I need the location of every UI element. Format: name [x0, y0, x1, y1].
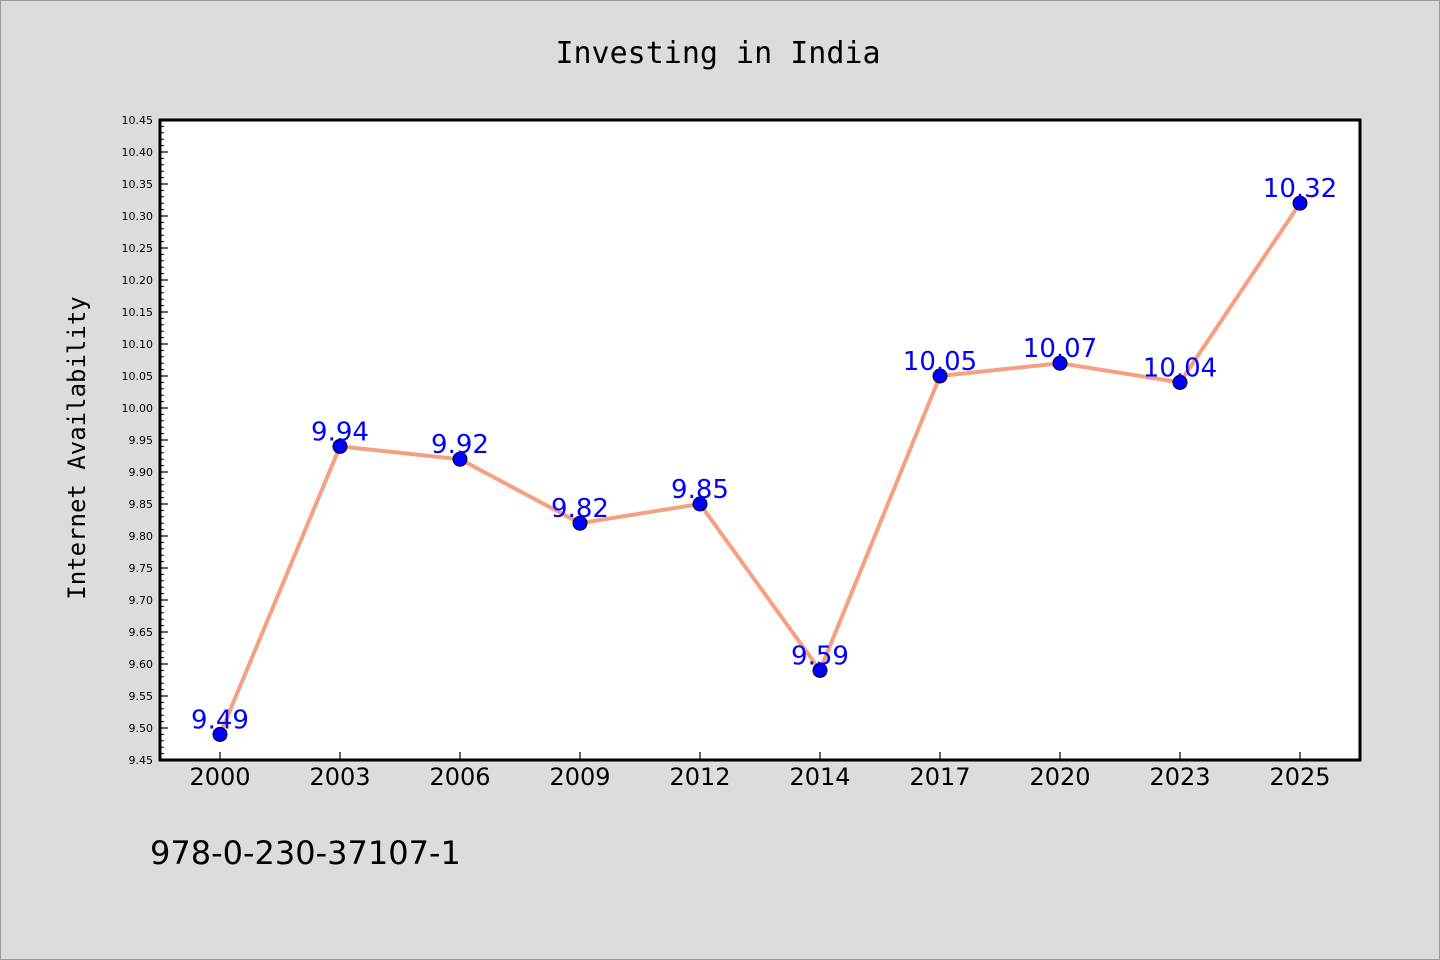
data-label: 9.49 [191, 705, 249, 735]
data-labels: 9.49 9.94 9.92 9.82 9.85 9.59 10.05 10.07 10.04 1… [191, 174, 1337, 735]
y-tick-label: 10.10 [122, 338, 154, 351]
data-point [332, 438, 348, 454]
data-point [1172, 374, 1188, 390]
data-label: 9.82 [551, 494, 609, 524]
data-label: 9.85 [671, 475, 729, 505]
x-tick-label: 2003 [309, 763, 370, 791]
y-tick-label: 9.45 [129, 754, 154, 767]
y-tick-label: 10.00 [122, 402, 154, 415]
data-point [1292, 195, 1308, 211]
data-point [212, 726, 228, 742]
x-tick-label: 2009 [549, 763, 610, 791]
plot-frame [158, 118, 1362, 762]
x-tick-label: 2017 [909, 763, 970, 791]
data-label: 10.32 [1263, 174, 1337, 204]
y-tick-label: 10.40 [122, 146, 154, 159]
y-tick-label: 9.75 [129, 562, 154, 575]
x-tick-label: 2025 [1269, 763, 1330, 791]
data-label: 10.07 [1023, 334, 1097, 364]
y-tick-label: 10.25 [122, 242, 154, 255]
x-tick-label: 2020 [1029, 763, 1090, 791]
y-tick-label: 9.50 [129, 722, 154, 735]
data-point [452, 451, 468, 467]
y-tick-label: 9.65 [129, 626, 154, 639]
y-tick-label: 9.95 [129, 434, 154, 447]
x-axis-ticks: 2000 2003 2006 2009 2012 2014 2017 2020 2023 2025 [189, 752, 1331, 791]
y-tick-label: 9.60 [129, 658, 154, 671]
y-tick-label: 10.15 [122, 306, 154, 319]
data-label: 9.59 [791, 641, 849, 671]
chart-title: Investing in India [555, 36, 880, 71]
data-point [692, 496, 708, 512]
data-series [212, 195, 1308, 742]
y-tick-label: 10.20 [122, 274, 154, 287]
y-tick-label: 9.55 [129, 690, 154, 703]
isbn-annotation: 978-0-230-37107-1 [150, 834, 461, 872]
x-tick-label: 2014 [789, 763, 850, 791]
data-label: 9.92 [431, 430, 489, 460]
y-tick-label: 10.35 [122, 178, 154, 191]
x-tick-label: 2012 [669, 763, 730, 791]
x-tick-label: 2006 [429, 763, 490, 791]
y-tick-label: 10.45 [122, 114, 154, 127]
data-point [932, 368, 948, 384]
data-point [812, 662, 828, 678]
x-tick-label: 2000 [189, 763, 250, 791]
y-tick-label: 9.70 [129, 594, 154, 607]
y-axis-label: Internet Availability [63, 296, 91, 599]
plot-area [160, 120, 1360, 760]
data-label: 10.04 [1143, 353, 1217, 383]
y-tick-label: 9.90 [129, 466, 154, 479]
series-line [218, 201, 1302, 737]
x-tick-label: 2023 [1149, 763, 1210, 791]
data-point [1052, 355, 1068, 371]
data-label: 9.94 [311, 417, 369, 447]
y-tick-label: 10.05 [122, 370, 154, 383]
y-tick-label: 10.30 [122, 210, 154, 223]
data-point [572, 515, 588, 531]
y-tick-label: 9.85 [129, 498, 154, 511]
data-label: 10.05 [903, 347, 977, 377]
y-tick-label: 9.80 [129, 530, 154, 543]
